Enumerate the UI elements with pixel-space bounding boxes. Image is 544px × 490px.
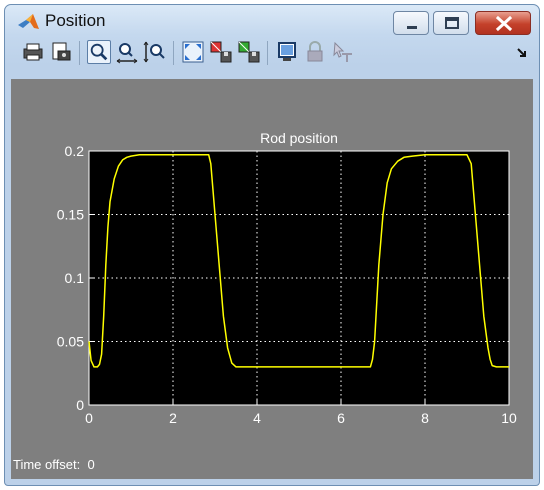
print-preview-icon[interactable] — [49, 40, 73, 64]
floating-scope-icon[interactable] — [275, 40, 299, 64]
zoom-icon[interactable] — [87, 40, 111, 64]
chart-title: Rod position — [260, 130, 338, 146]
x-tick-label: 0 — [85, 410, 93, 426]
x-tick-label: 8 — [421, 410, 429, 426]
plot-area — [89, 151, 509, 405]
x-tick-label: 6 — [337, 410, 345, 426]
time-offset: Time offset: 0 — [13, 457, 95, 472]
x-tick-label: 10 — [501, 410, 517, 426]
y-tick-label: 0.15 — [57, 207, 84, 223]
save-axes-icon[interactable] — [209, 40, 233, 64]
autoscale-icon[interactable] — [181, 40, 205, 64]
y-tick-label: 0.1 — [65, 270, 85, 286]
minimize-icon — [407, 26, 417, 29]
scope-window: Position — [4, 4, 540, 486]
close-button[interactable] — [475, 11, 531, 35]
signal-select-icon[interactable] — [331, 40, 355, 64]
toolbar-separator — [79, 41, 80, 65]
restore-axes-icon[interactable] — [237, 40, 261, 64]
x-tick-label: 2 — [169, 410, 177, 426]
y-tick-label: 0.2 — [65, 143, 85, 159]
zoom-y-icon[interactable] — [143, 40, 167, 64]
toolbar-separator — [267, 41, 268, 65]
plot-frame — [88, 150, 510, 406]
print-icon[interactable] — [21, 40, 45, 64]
zoom-x-icon[interactable] — [115, 40, 139, 64]
x-tick-label: 4 — [253, 410, 261, 426]
rod-position-chart[interactable]: Rod position 0 2 4 6 8 10 0 0.05 0.1 0.15 0.2 — [11, 79, 533, 449]
toolbar — [11, 37, 533, 71]
matlab-logo-icon — [18, 14, 39, 29]
title-bar[interactable]: Position — [5, 5, 539, 35]
y-tick-label: 0 — [76, 397, 84, 413]
window-title: Position — [45, 11, 106, 30]
close-icon — [495, 15, 513, 32]
y-tick-label: 0.05 — [57, 334, 84, 350]
maximize-button[interactable] — [433, 11, 469, 35]
toolbar-separator — [173, 41, 174, 65]
scope-display: Rod position 0 2 4 6 8 10 0 0.05 0.1 0.15 0.2 Time … — [11, 79, 533, 479]
lock-icon[interactable] — [303, 40, 327, 64]
time-offset-label: Time offset: — [13, 457, 81, 472]
position-signal-line — [88, 154, 509, 368]
maximize-icon — [445, 17, 459, 29]
minimize-button[interactable] — [393, 11, 429, 35]
time-offset-value: 0 — [87, 457, 95, 472]
overflow-icon[interactable] — [511, 40, 535, 64]
